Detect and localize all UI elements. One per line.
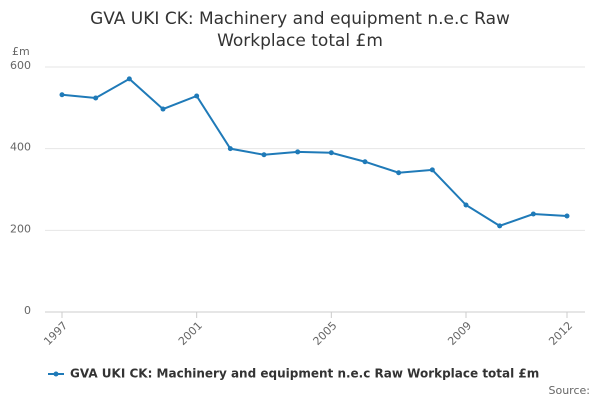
data-point — [564, 213, 570, 219]
data-point — [227, 146, 233, 152]
source: Source: — [549, 384, 591, 397]
y-tick-label: 200 — [10, 222, 31, 235]
y-tick-label: 0 — [24, 304, 31, 317]
data-point — [261, 152, 267, 158]
y-unit: £m — [12, 45, 30, 58]
data-point — [497, 223, 503, 229]
data-point — [463, 202, 469, 208]
data-point — [194, 93, 200, 99]
x-tick-label: 2001 — [176, 319, 205, 348]
data-point — [429, 167, 435, 173]
data-point — [126, 76, 132, 82]
x-tick-label: 2009 — [445, 319, 474, 348]
legend-marker — [53, 371, 59, 377]
data-point — [328, 150, 334, 156]
series-line — [61, 77, 568, 227]
data-point — [362, 159, 368, 165]
data-point — [160, 106, 166, 112]
data-point — [530, 211, 536, 217]
data-point — [396, 170, 402, 176]
x-tick-label: 1997 — [41, 319, 70, 348]
x-tick-label: 2005 — [311, 319, 340, 348]
data-point — [59, 92, 65, 98]
y-tick-label: 400 — [10, 141, 31, 154]
legend-label: GVA UKI CK: Machinery and equipment n.e.… — [70, 367, 539, 381]
chart-title: GVA UKI CK: Machinery and equipment n.e.… — [90, 9, 510, 51]
y-tick-label: 600 — [10, 59, 31, 72]
data-point — [93, 95, 99, 101]
x-tick-label: 2012 — [546, 319, 575, 348]
data-point — [295, 149, 301, 155]
